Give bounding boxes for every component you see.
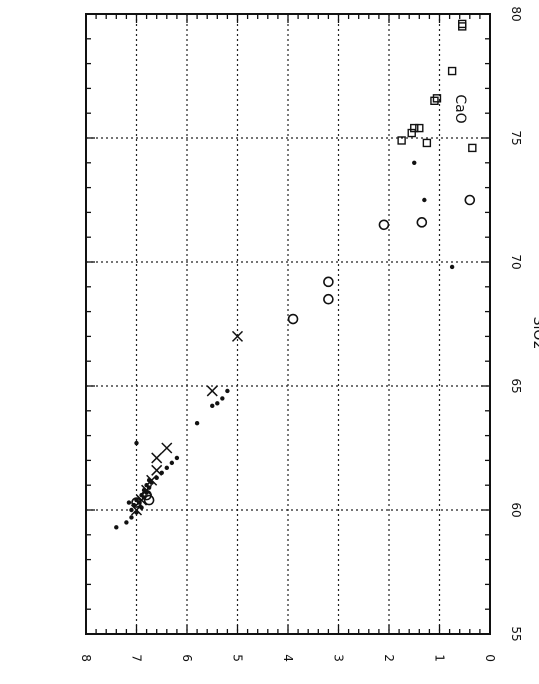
- point-square-8: [447, 66, 457, 76]
- point-x-8: [231, 330, 244, 342]
- x-tick-label-65: 65: [509, 378, 523, 393]
- point-dot-23: [134, 440, 139, 446]
- point-square-1: [397, 136, 406, 145]
- point-dot-0: [114, 525, 119, 530]
- point-dot-30: [422, 197, 427, 203]
- point-dot-29: [449, 264, 455, 270]
- point-x-3: [146, 474, 158, 486]
- point-circle-1: [141, 489, 152, 501]
- point-x-1: [136, 494, 148, 506]
- plot-frame: [85, 13, 491, 635]
- point-dot-12: [164, 465, 169, 471]
- point-square-4: [410, 123, 419, 133]
- y-tick-label-6: 6: [180, 654, 194, 662]
- point-x-5: [151, 452, 163, 464]
- point-circle-7: [416, 217, 428, 228]
- point-dot-28: [215, 401, 220, 406]
- grid-lines: [86, 14, 490, 634]
- point-square-9: [458, 22, 467, 31]
- data-points: [114, 19, 477, 530]
- point-circle-3: [287, 313, 299, 325]
- point-dot-27: [225, 388, 230, 394]
- point-circle-5: [323, 276, 334, 288]
- point-circle-4: [323, 293, 334, 305]
- point-dot-2: [129, 515, 134, 520]
- point-dot-21: [129, 507, 134, 513]
- point-dot-25: [210, 403, 215, 409]
- x-axis-label: SiO2: [530, 317, 539, 350]
- point-circle-6: [378, 219, 390, 231]
- point-square-0: [422, 138, 432, 148]
- point-x-7: [206, 385, 218, 397]
- y-tick-label-7: 7: [130, 654, 144, 662]
- point-x-6: [161, 442, 173, 454]
- point-square-2: [407, 128, 416, 138]
- point-dot-31: [412, 160, 417, 165]
- y-tick-label-3: 3: [332, 654, 346, 662]
- point-circle-2: [143, 494, 155, 506]
- point-dot-26: [220, 396, 225, 401]
- tick-labels: 55 60 65 70 75 80 0 1 2 3 4 5 6 7 8: [79, 6, 523, 661]
- series-annotation: CaO: [452, 94, 468, 123]
- x-tick-label-55: 55: [509, 626, 523, 641]
- x-tick-label-75: 75: [509, 130, 523, 145]
- point-square-6: [432, 94, 442, 103]
- point-circle-8: [464, 194, 476, 206]
- point-dot-14: [174, 455, 180, 461]
- point-dot-16: [134, 497, 139, 503]
- x-tick-label-80: 80: [509, 6, 523, 21]
- point-x-4: [151, 464, 163, 476]
- x-tick-label-60: 60: [509, 502, 523, 517]
- point-square-10: [458, 19, 467, 29]
- point-dot-22: [126, 500, 132, 505]
- point-square-5: [430, 96, 439, 106]
- y-tick-label-0: 0: [483, 654, 497, 662]
- x-tick-label-70: 70: [509, 254, 523, 269]
- y-tick-label-1: 1: [433, 654, 447, 662]
- point-dot-1: [124, 520, 129, 525]
- point-dot-24: [194, 421, 200, 426]
- point-dot-13: [169, 460, 175, 466]
- point-circle-0: [131, 497, 142, 508]
- point-square-7: [468, 143, 477, 153]
- point-square-3: [415, 123, 424, 133]
- y-tick-label-4: 4: [281, 654, 295, 662]
- y-tick-label-2: 2: [382, 654, 396, 662]
- y-tick-label-5: 5: [231, 654, 245, 662]
- y-tick-label-8: 8: [79, 654, 93, 662]
